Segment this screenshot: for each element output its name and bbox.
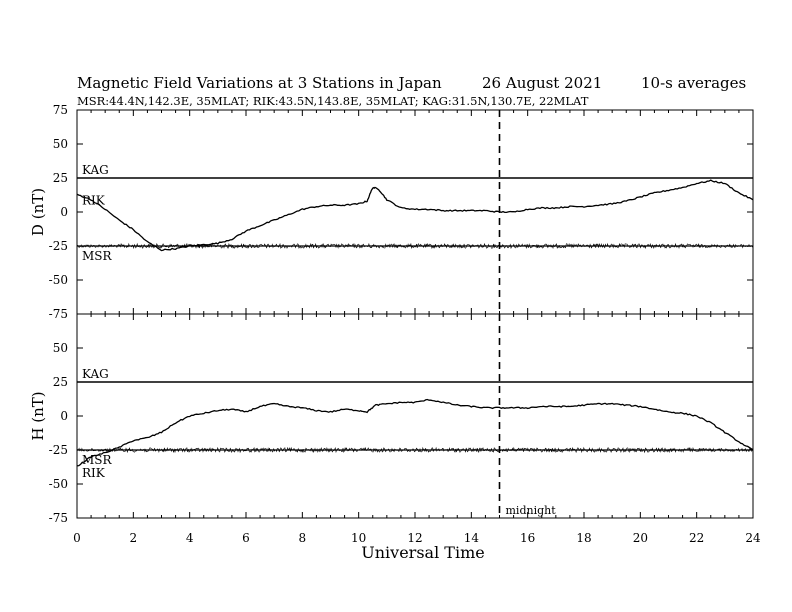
station-label-rik: RIK [82, 193, 106, 207]
y-tick-label: -75 [49, 307, 68, 321]
x-tick-label: 24 [745, 531, 761, 545]
series-lines [76, 177, 754, 467]
series-rik [76, 398, 754, 467]
x-tick-label: 10 [351, 531, 366, 545]
x-axis-title: Universal Time [361, 543, 484, 562]
x-tick-label: 8 [299, 531, 307, 545]
stations-info: MSR:44.4N,142.3E, 35MLAT; RIK:43.5N,143.… [77, 94, 589, 108]
station-label-msr: MSR [82, 453, 113, 467]
y-tick-label: 50 [53, 137, 68, 151]
d-panel-frame [76, 109, 754, 315]
station-label-msr: MSR [82, 249, 113, 263]
y-tick-label: -25 [49, 239, 68, 253]
station-label-rik: RIK [82, 466, 106, 480]
y-tick-label: 0 [60, 409, 68, 423]
x-tick-label: 0 [73, 531, 81, 545]
averaging-label: 10-s averages [641, 74, 746, 92]
x-tick-label: 20 [633, 531, 648, 545]
x-tick-label: 12 [407, 531, 422, 545]
midnight-marker: midnight [498, 110, 557, 518]
y-tick-label: 25 [53, 375, 68, 389]
h-panel-frame [76, 313, 754, 519]
y-tick-label: 50 [53, 341, 68, 355]
y-tick-label: 0 [60, 205, 68, 219]
y-tick-label: 25 [53, 171, 68, 185]
chart-date: 26 August 2021 [482, 74, 602, 92]
y-tick-label: -25 [49, 443, 68, 457]
x-tick-label: 18 [576, 531, 591, 545]
series-rik [76, 179, 754, 252]
y-tick-label: -50 [49, 273, 68, 287]
station-label-kag: KAG [82, 367, 109, 381]
axis-ticks: 0 2 4 6 8 10 12 14 16 18 20 22 247550250-25-50-75502… [49, 103, 761, 545]
y-tick-label: 75 [53, 103, 68, 117]
x-tick-label: 6 [242, 531, 250, 545]
d-axis-title: D (nT) [29, 188, 47, 236]
midnight-label: midnight [506, 504, 557, 517]
chart-title: Magnetic Field Variations at 3 Stations … [77, 74, 442, 92]
x-tick-label: 16 [520, 531, 535, 545]
x-tick-label: 4 [186, 531, 194, 545]
station-label-kag: KAG [82, 163, 109, 177]
x-tick-label: 2 [130, 531, 138, 545]
x-tick-label: 14 [464, 531, 480, 545]
h-axis-title: H (nT) [29, 391, 47, 440]
y-tick-label: -50 [49, 477, 68, 491]
x-tick-label: 22 [689, 531, 704, 545]
y-tick-label: -75 [49, 511, 68, 525]
